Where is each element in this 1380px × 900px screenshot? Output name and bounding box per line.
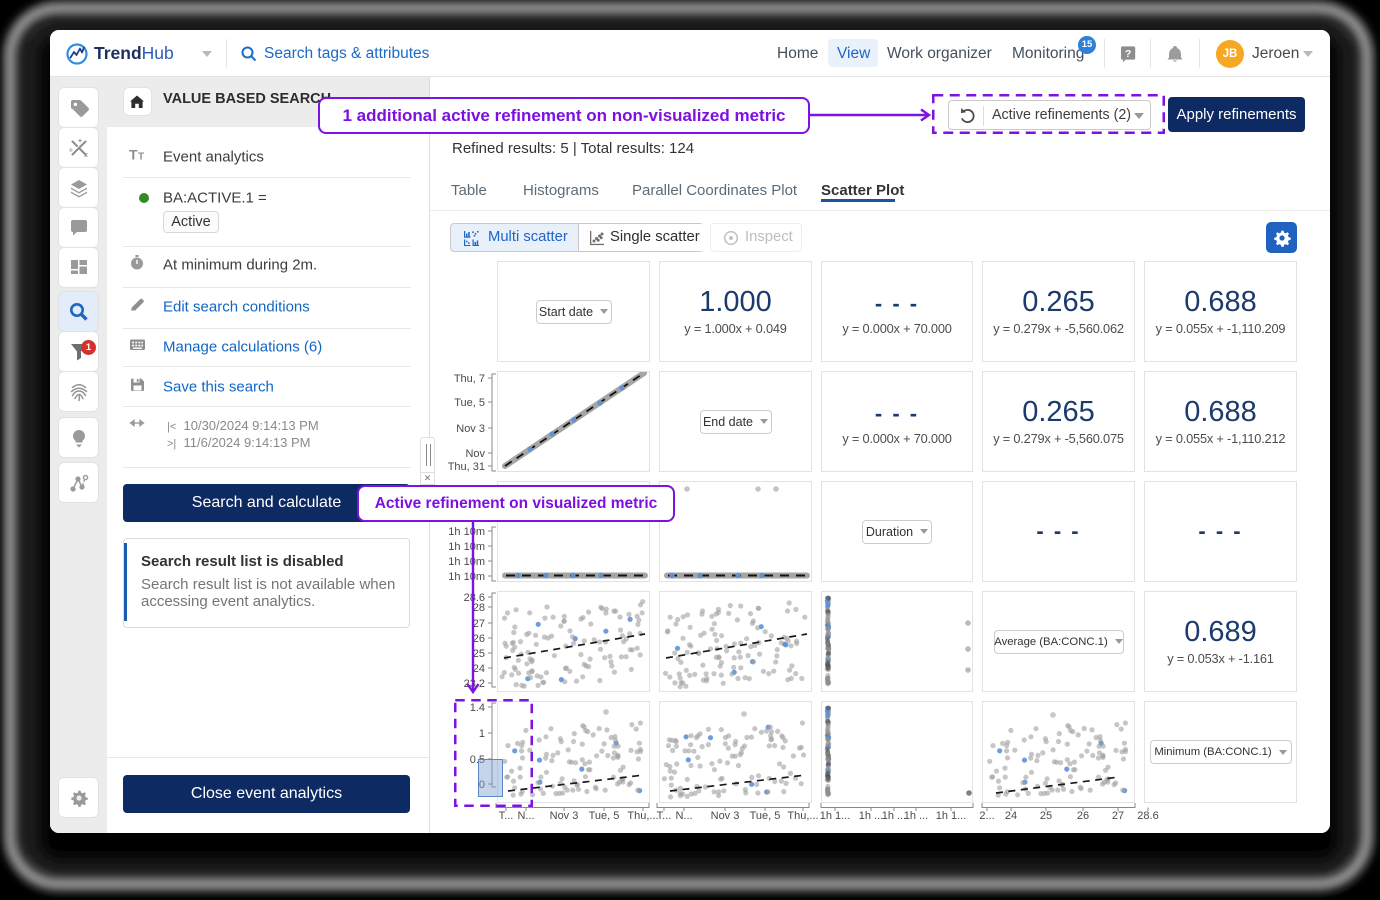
svg-text:Nov: Nov: [465, 448, 485, 460]
svg-text:28: 28: [473, 602, 485, 614]
svg-text:1h ...: 1h ...: [859, 810, 883, 822]
svg-text:1h 10m: 1h 10m: [448, 526, 485, 538]
svg-text:Thu,...: Thu,...: [787, 810, 818, 822]
svg-text:÷: ÷: [69, 147, 73, 154]
svg-text:1h 10m: 1h 10m: [448, 556, 485, 568]
svg-text:T...: T...: [499, 810, 514, 822]
svg-text:Thu,...: Thu,...: [627, 810, 658, 822]
svg-text:N...: N...: [675, 810, 692, 822]
svg-text:Tue, 5: Tue, 5: [750, 810, 781, 822]
svg-text:1h ...: 1h ...: [904, 810, 928, 822]
svg-text:2...: 2...: [979, 810, 994, 822]
svg-text:0: 0: [479, 779, 485, 791]
svg-text:+: +: [78, 138, 82, 145]
svg-text:1h 10m: 1h 10m: [448, 571, 485, 583]
svg-text:1h 1...: 1h 1...: [936, 810, 967, 822]
svg-text:27: 27: [473, 618, 485, 630]
svg-text:24: 24: [1005, 810, 1017, 822]
svg-text:1h ...: 1h ...: [882, 810, 906, 822]
svg-text:Nov 3: Nov 3: [550, 810, 579, 822]
svg-text:Tue, 5: Tue, 5: [589, 810, 620, 822]
svg-text:1h 10m: 1h 10m: [448, 541, 485, 553]
svg-text:Tue, 5: Tue, 5: [454, 397, 485, 409]
svg-text:T...: T...: [657, 810, 672, 822]
svg-text:1h 1...: 1h 1...: [820, 810, 851, 822]
svg-text:Nov 3: Nov 3: [456, 423, 485, 435]
svg-text:27: 27: [1112, 810, 1124, 822]
svg-text:Thu, 31: Thu, 31: [448, 461, 485, 473]
svg-text:?: ?: [1125, 48, 1131, 60]
svg-text:Nov 3: Nov 3: [711, 810, 740, 822]
svg-text:x: x: [84, 152, 88, 158]
svg-text:26: 26: [1077, 810, 1089, 822]
svg-text:1: 1: [479, 728, 485, 740]
svg-text:1.4: 1.4: [470, 702, 485, 714]
svg-text:25: 25: [1040, 810, 1052, 822]
svg-text:25: 25: [473, 648, 485, 660]
svg-text:26: 26: [473, 633, 485, 645]
svg-text:28.6: 28.6: [464, 592, 485, 604]
svg-text:N...: N...: [517, 810, 534, 822]
svg-text:28.6: 28.6: [1137, 810, 1158, 822]
svg-text:0.5: 0.5: [470, 754, 485, 766]
svg-text:T: T: [129, 147, 138, 163]
svg-text:T: T: [138, 152, 144, 163]
svg-text:Thu, 7: Thu, 7: [454, 373, 485, 385]
svg-text:24: 24: [473, 663, 485, 675]
